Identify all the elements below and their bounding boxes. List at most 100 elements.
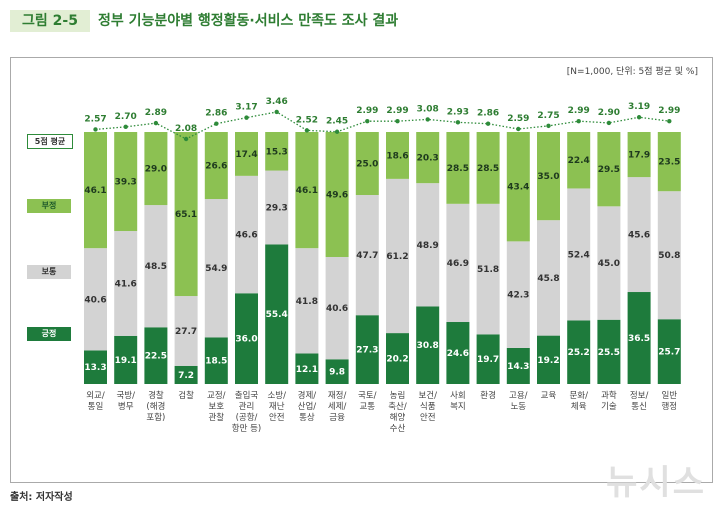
- data-label: 39.3: [115, 178, 137, 188]
- average-label: 2.86: [477, 109, 499, 119]
- data-label: 23.5: [658, 158, 680, 168]
- category-tick-label: 환경: [480, 390, 496, 401]
- average-label: 3.17: [235, 103, 257, 113]
- bar-segment: [265, 170, 289, 245]
- data-label: 25.7: [658, 348, 680, 358]
- unit-note: [N=1,000, 단위: 5점 평균 및 %]: [566, 67, 698, 77]
- category-tick-label: 소방/: [267, 390, 286, 401]
- category-tick-label: 산업/: [298, 401, 317, 412]
- data-label: 48.5: [145, 262, 167, 272]
- average-point: [395, 118, 400, 124]
- data-label: 27.3: [356, 346, 378, 356]
- bar-segment: [235, 293, 258, 384]
- average-point: [485, 121, 491, 126]
- category-tick-label: 경찰: [148, 390, 164, 401]
- legend-neutral: 보통: [27, 265, 71, 279]
- bar-segment: [506, 347, 530, 384]
- data-label: 19.1: [115, 356, 137, 366]
- category-tick-label: 복지: [450, 402, 466, 412]
- average-label: 2.99: [568, 106, 590, 116]
- bar-segment: [416, 306, 440, 384]
- category-tick-label: 축산/: [388, 401, 407, 412]
- data-label: 46.1: [84, 186, 106, 196]
- data-label: 25.0: [356, 160, 378, 170]
- data-label: 48.9: [417, 241, 439, 251]
- chart-frame: [10, 57, 713, 483]
- bar-segment: [386, 178, 409, 334]
- figure-tag: 그림 2-5: [10, 10, 90, 32]
- bar-segment: [386, 333, 409, 384]
- average-point: [123, 124, 128, 130]
- average-label: 2.99: [386, 106, 408, 116]
- bar-segment: [235, 132, 258, 176]
- average-label: 2.89: [145, 108, 167, 118]
- bar-segment: [506, 132, 530, 242]
- category-tick-label: 경제/: [298, 390, 317, 401]
- bar-segment: [627, 292, 651, 384]
- bar-segment: [597, 206, 621, 320]
- bar-segment: [144, 205, 168, 328]
- category-tick-label: 재난: [269, 402, 285, 412]
- category-tick-label: 보건/: [418, 390, 437, 401]
- data-label: 54.9: [205, 264, 227, 274]
- data-label: 55.4: [266, 310, 288, 320]
- data-label: 43.4: [507, 183, 529, 193]
- category-tick-label: 국방/: [116, 390, 135, 401]
- bar-segment: [114, 231, 138, 336]
- data-label: 18.6: [386, 151, 408, 161]
- data-label: 9.8: [329, 368, 345, 378]
- data-label: 42.3: [507, 291, 529, 301]
- source-note: 출처: 저자작성: [10, 492, 73, 503]
- bar-segment: [114, 132, 138, 232]
- data-label: 22.5: [145, 352, 167, 362]
- average-label: 2.70: [115, 112, 137, 122]
- data-label: 28.5: [477, 164, 499, 174]
- legend-negative: 부정: [27, 199, 71, 213]
- category-tick-label: 일반: [661, 390, 677, 401]
- data-label: 7.2: [178, 371, 194, 381]
- average-point: [334, 129, 340, 134]
- average-label: 2.90: [598, 108, 620, 118]
- data-label: 24.6: [447, 349, 469, 359]
- category-tick-label: 교육: [541, 391, 557, 401]
- data-label: 35.0: [537, 172, 559, 182]
- bar-segment: [295, 248, 319, 354]
- bar-segment: [174, 132, 198, 297]
- category-tick-label: 기술: [601, 402, 617, 412]
- category-tick-label: 노동: [510, 402, 526, 412]
- bar-segment: [355, 315, 379, 384]
- average-label: 2.86: [205, 109, 227, 119]
- bar-segment: [325, 256, 349, 360]
- data-label: 41.6: [115, 279, 137, 289]
- legend-positive: 긍정: [27, 327, 71, 341]
- bar-segment: [144, 132, 168, 206]
- average-label: 3.19: [628, 102, 650, 112]
- data-label: 40.6: [84, 295, 106, 305]
- category-tick-label: 국토/: [358, 391, 377, 401]
- bar-segment: [657, 319, 681, 384]
- chart-title: 정부 기능분야별 행정활동·서비스 만족도 조사 결과: [98, 13, 399, 29]
- average-point: [304, 128, 310, 133]
- bar-segment: [537, 220, 560, 336]
- category-tick-label: (해경: [146, 401, 165, 412]
- bar-segment: [446, 322, 470, 384]
- category-tick-label: 병무: [118, 402, 134, 412]
- data-label: 28.5: [447, 164, 469, 174]
- data-label: 46.6: [235, 231, 257, 241]
- bar-segment: [537, 335, 560, 384]
- category-tick-label: 정보/: [630, 390, 649, 401]
- category-tick-label: 고용/: [509, 391, 528, 401]
- average-label: 2.59: [507, 114, 529, 124]
- average-point: [576, 118, 581, 124]
- average-point: [244, 115, 249, 120]
- average-point: [455, 120, 461, 125]
- bar-segment: [446, 132, 470, 204]
- bar-segment: [627, 132, 651, 178]
- data-label: 61.2: [386, 252, 408, 262]
- bar-segment: [627, 177, 651, 293]
- bar-segment: [476, 132, 500, 204]
- data-label: 45.8: [537, 274, 559, 284]
- bar-segment: [355, 132, 379, 195]
- data-label: 50.8: [658, 251, 680, 261]
- bar-segment: [657, 191, 681, 320]
